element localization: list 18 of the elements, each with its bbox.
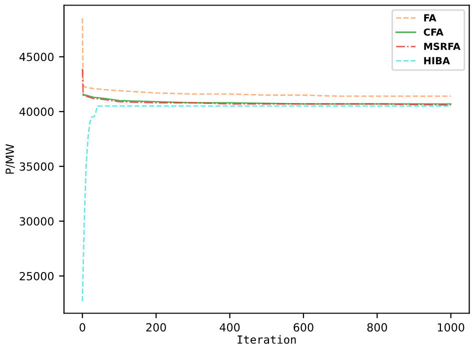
x-tick-label: 400 — [220, 323, 240, 332]
x-tick-label: 0 — [80, 323, 86, 332]
legend-label: FA — [424, 14, 436, 22]
y-axis-title: P/MW — [6, 144, 15, 174]
y-tick-label: 35000 — [20, 162, 54, 171]
y-tick-label: 45000 — [19, 52, 54, 62]
legend-label: CFA — [424, 28, 444, 36]
legend-label: MSRFA — [424, 42, 460, 50]
y-tick-label: 25000 — [20, 272, 54, 280]
y-tick-label: 30000 — [20, 217, 54, 226]
x-axis-title: Iteration — [238, 335, 296, 344]
x-tick-label: 600 — [294, 323, 314, 332]
x-tick-label: 200 — [146, 323, 166, 332]
y-tick-label: 40000 — [19, 108, 54, 116]
x-tick-label: 1000 — [438, 323, 464, 332]
line-series — [82, 68, 452, 106]
x-tick-label: 800 — [367, 323, 388, 332]
legend-label: HIBA — [424, 57, 450, 64]
